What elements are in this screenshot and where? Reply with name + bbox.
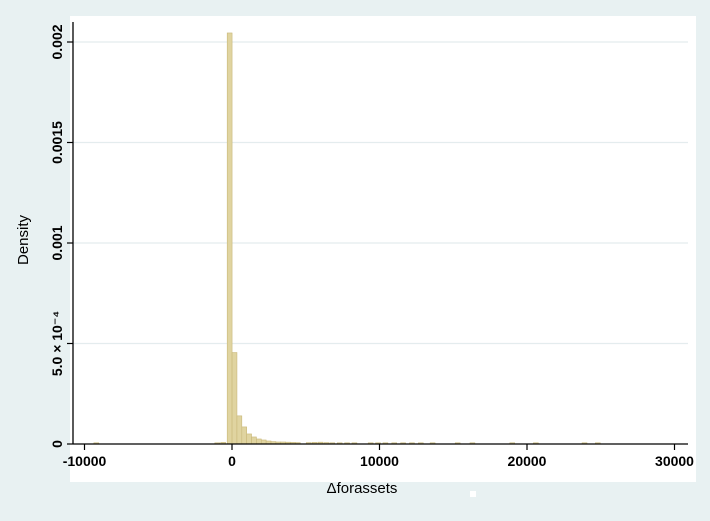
histogram-bar-6 (241, 426, 247, 445)
tick-labels: -10000 0 10000 20000 30000 0 5.0 × 10⁻⁴ 0.001 0.… (49, 24, 694, 469)
x-tick-label-4: 30000 (655, 453, 694, 469)
plot-area (70, 16, 696, 482)
x-tick-label-0: -10000 (63, 453, 107, 469)
x-axis-title: Δforassets (327, 480, 398, 497)
histogram-bar-8 (251, 436, 257, 445)
x-tick-label-2: 10000 (360, 453, 399, 469)
histogram-bar-7 (246, 433, 252, 445)
y-axis-title: Density (15, 214, 32, 265)
y-tick-label-1: 5.0 × 10⁻⁴ (49, 311, 65, 376)
x-tick-label-3: 20000 (508, 453, 547, 469)
y-tick-label-3: 0.0015 (49, 121, 65, 164)
histogram-bar-5 (236, 415, 243, 445)
y-tick-label-2: 0.001 (49, 225, 65, 260)
histogram-bar-3 (226, 32, 233, 445)
gridlines (73, 41, 688, 345)
y-tick-label-0: 0 (49, 440, 65, 448)
histogram-bar-4 (231, 352, 238, 445)
axes (72, 22, 688, 445)
histogram-bar-9 (256, 438, 262, 445)
small-square-marker (470, 491, 476, 497)
y-tick-label-4: 0.002 (49, 24, 65, 59)
x-tick-label-1: 0 (228, 453, 236, 469)
